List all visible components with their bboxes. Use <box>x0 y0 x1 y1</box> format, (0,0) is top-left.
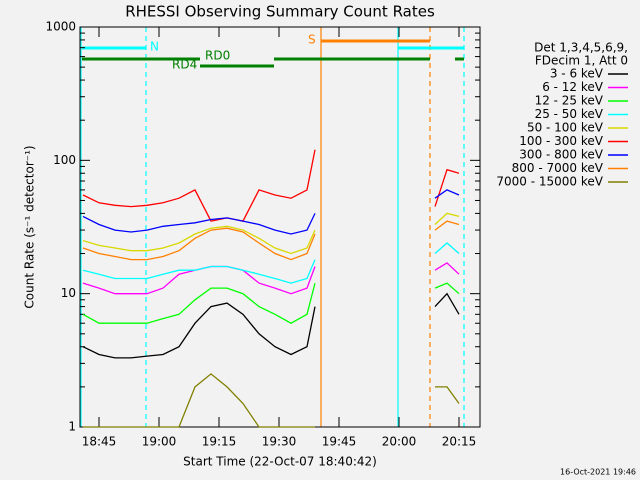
series-line <box>82 189 460 235</box>
annotation: S <box>308 33 316 47</box>
series-line <box>82 149 460 222</box>
legend-title: FDecim 1, Att 0 <box>535 54 628 68</box>
legend-label: 300 - 800 keV <box>519 148 603 162</box>
series-line <box>82 242 460 284</box>
legend-label: 3 - 6 keV <box>550 67 604 81</box>
chart-title: RHESSI Observing Summary Count Rates <box>125 3 435 21</box>
event-lines <box>80 27 465 427</box>
footer: 16-Oct-2021 19:46 <box>560 468 636 477</box>
x-tick-label: 19:45 <box>322 435 357 449</box>
x-axis-label: Start Time (22-Oct-07 18:40:42) <box>183 455 377 469</box>
legend-label: 50 - 100 keV <box>527 121 604 135</box>
series-line <box>82 292 460 359</box>
series-line <box>82 212 460 255</box>
series-line <box>82 282 460 324</box>
legend-label: 800 - 7000 keV <box>512 161 604 175</box>
legend-title: Det 1,3,4,5,6,9, <box>534 41 628 55</box>
series-line <box>83 373 460 428</box>
legend-label: 6 - 12 keV <box>542 80 604 94</box>
y-tick-label: 10 <box>61 286 76 300</box>
x-tick-label: 20:00 <box>382 435 417 449</box>
series-line <box>82 220 460 261</box>
legend-label: 12 - 25 keV <box>535 94 604 108</box>
annotation: RD4 <box>172 58 197 72</box>
y-tick-label: 1000 <box>45 20 76 34</box>
x-tick-label: 20:15 <box>442 435 477 449</box>
x-tick-label: 18:45 <box>82 435 117 449</box>
legend-label: 25 - 50 keV <box>535 107 604 121</box>
x-tick-label: 19:00 <box>142 435 177 449</box>
legend-label: 7000 - 15000 keV <box>496 175 603 189</box>
y-tick-label: 100 <box>53 153 76 167</box>
y-axis-label: Count Rate (s⁻¹ detector⁻¹) <box>23 145 37 308</box>
legend-label: 100 - 300 keV <box>519 134 603 148</box>
x-tick-label: 19:15 <box>202 435 237 449</box>
y-tick-label: 1 <box>68 420 76 434</box>
x-tick-label: 19:30 <box>262 435 297 449</box>
status-bars <box>82 39 464 68</box>
annotation: RD0 <box>205 49 230 63</box>
annotation: N <box>150 40 159 54</box>
